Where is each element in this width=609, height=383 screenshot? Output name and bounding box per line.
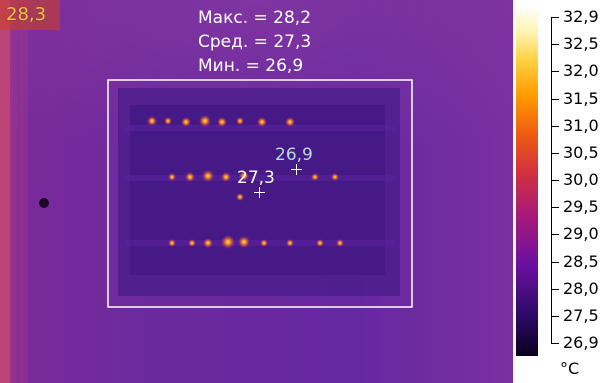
max-reading: Макс. = 28,2: [198, 8, 312, 28]
scale-tick-label: 32,5: [563, 34, 599, 54]
scale-tick-mark: [551, 207, 559, 209]
scale-tick-label: 32,9: [563, 7, 599, 26]
scale-tick-mark: [551, 125, 559, 127]
measurement-box[interactable]: [107, 79, 413, 308]
scale-tick-mark: [551, 17, 559, 18]
scale-tick-mark: [551, 288, 559, 290]
scale-tick-mark: [551, 44, 559, 46]
spot-label-avg: 27,3: [237, 168, 275, 188]
scale-tick-label: 29,5: [563, 197, 599, 217]
hot-spots: [39, 115, 344, 249]
scale-tick-label: 30,0: [563, 170, 599, 189]
temperature-color-scale: [516, 5, 538, 356]
scale-tick-mark: [551, 152, 559, 154]
scale-tick-label: 30,5: [563, 142, 599, 162]
min-reading: Мин. = 26,9: [198, 56, 304, 76]
scale-tick-mark: [551, 315, 559, 317]
scale-tick-label: 27,5: [563, 305, 599, 325]
scale-tick-label: 31,0: [563, 115, 599, 135]
scale-tick-mark: [551, 180, 559, 181]
scale-tick-label: 32,0: [563, 61, 599, 81]
measurement-stats: Макс. = 28,2 Сред. = 27,3 Мин. = 26,9: [198, 6, 311, 78]
scale-tick-mark: [551, 71, 559, 73]
scale-tick-mark: [551, 98, 559, 100]
spot-label-min: 26,9: [275, 145, 313, 165]
scale-tick-mark: [551, 343, 559, 344]
scale-tick-mark: [551, 261, 559, 263]
crosshair-icon[interactable]: [254, 187, 265, 198]
unit-label: °C: [560, 359, 580, 378]
crosshair-icon[interactable]: [291, 164, 302, 175]
corner-reading: 28,3: [6, 4, 47, 25]
scale-tick-label: 31,5: [563, 88, 599, 108]
scale-tick-label: 26,9: [563, 333, 599, 352]
scale-tick-label: 29,0: [563, 224, 599, 244]
scale-tick-mark: [551, 234, 559, 236]
scale-tick-label: 28,5: [563, 251, 599, 271]
avg-reading: Сред. = 27,3: [198, 32, 312, 52]
scale-tick-label: 28,0: [563, 278, 599, 298]
